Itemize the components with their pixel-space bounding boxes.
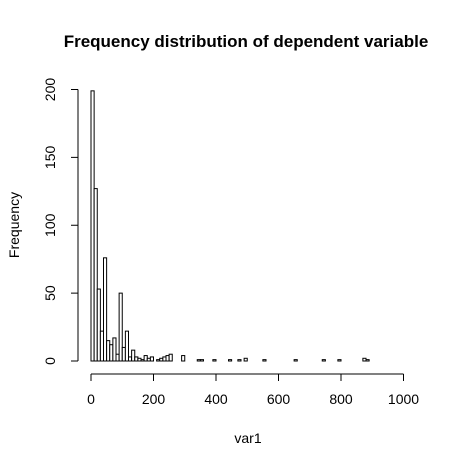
- x-axis-label: var1: [234, 430, 261, 446]
- histogram-bar: [321, 359, 326, 362]
- histogram-bar: [262, 359, 267, 362]
- histogram-bar: [228, 359, 233, 362]
- histogram-bar: [237, 359, 242, 362]
- histogram-bar: [337, 359, 342, 362]
- y-axis: 0 50 100 150 200: [42, 78, 79, 365]
- chart-title: Frequency distribution of dependent vari…: [64, 32, 429, 51]
- x-tick-label: 1000: [388, 391, 419, 407]
- x-tick-label: 0: [87, 391, 95, 407]
- histogram-bar: [103, 257, 108, 362]
- histogram-bar: [365, 359, 370, 362]
- histogram-bar: [199, 359, 204, 362]
- histogram-bar: [124, 330, 129, 362]
- histogram-bar: [181, 355, 186, 362]
- histogram-bar: [149, 356, 154, 362]
- histogram-bars: [90, 90, 370, 362]
- histogram-bar: [131, 349, 136, 362]
- y-tick-label: 50: [42, 285, 58, 301]
- x-axis: 0 200 400 600 800 1000: [87, 373, 419, 407]
- x-tick-label: 600: [267, 391, 291, 407]
- histogram-bar: [243, 357, 248, 362]
- histogram-bar: [96, 288, 101, 362]
- y-tick-label: 150: [42, 145, 58, 169]
- y-tick-label: 200: [42, 78, 58, 102]
- y-axis-label: Frequency: [6, 192, 22, 258]
- histogram-bar: [212, 359, 217, 362]
- histogram-bar: [118, 292, 123, 362]
- y-tick-label: 0: [42, 357, 58, 365]
- x-tick-label: 200: [142, 391, 166, 407]
- histogram-bar: [293, 359, 298, 362]
- histogram-bar: [112, 337, 117, 362]
- y-tick-label: 100: [42, 213, 58, 237]
- histogram-bar: [93, 188, 98, 362]
- histogram-bar: [168, 353, 173, 362]
- x-tick-label: 800: [329, 391, 353, 407]
- x-tick-label: 400: [204, 391, 228, 407]
